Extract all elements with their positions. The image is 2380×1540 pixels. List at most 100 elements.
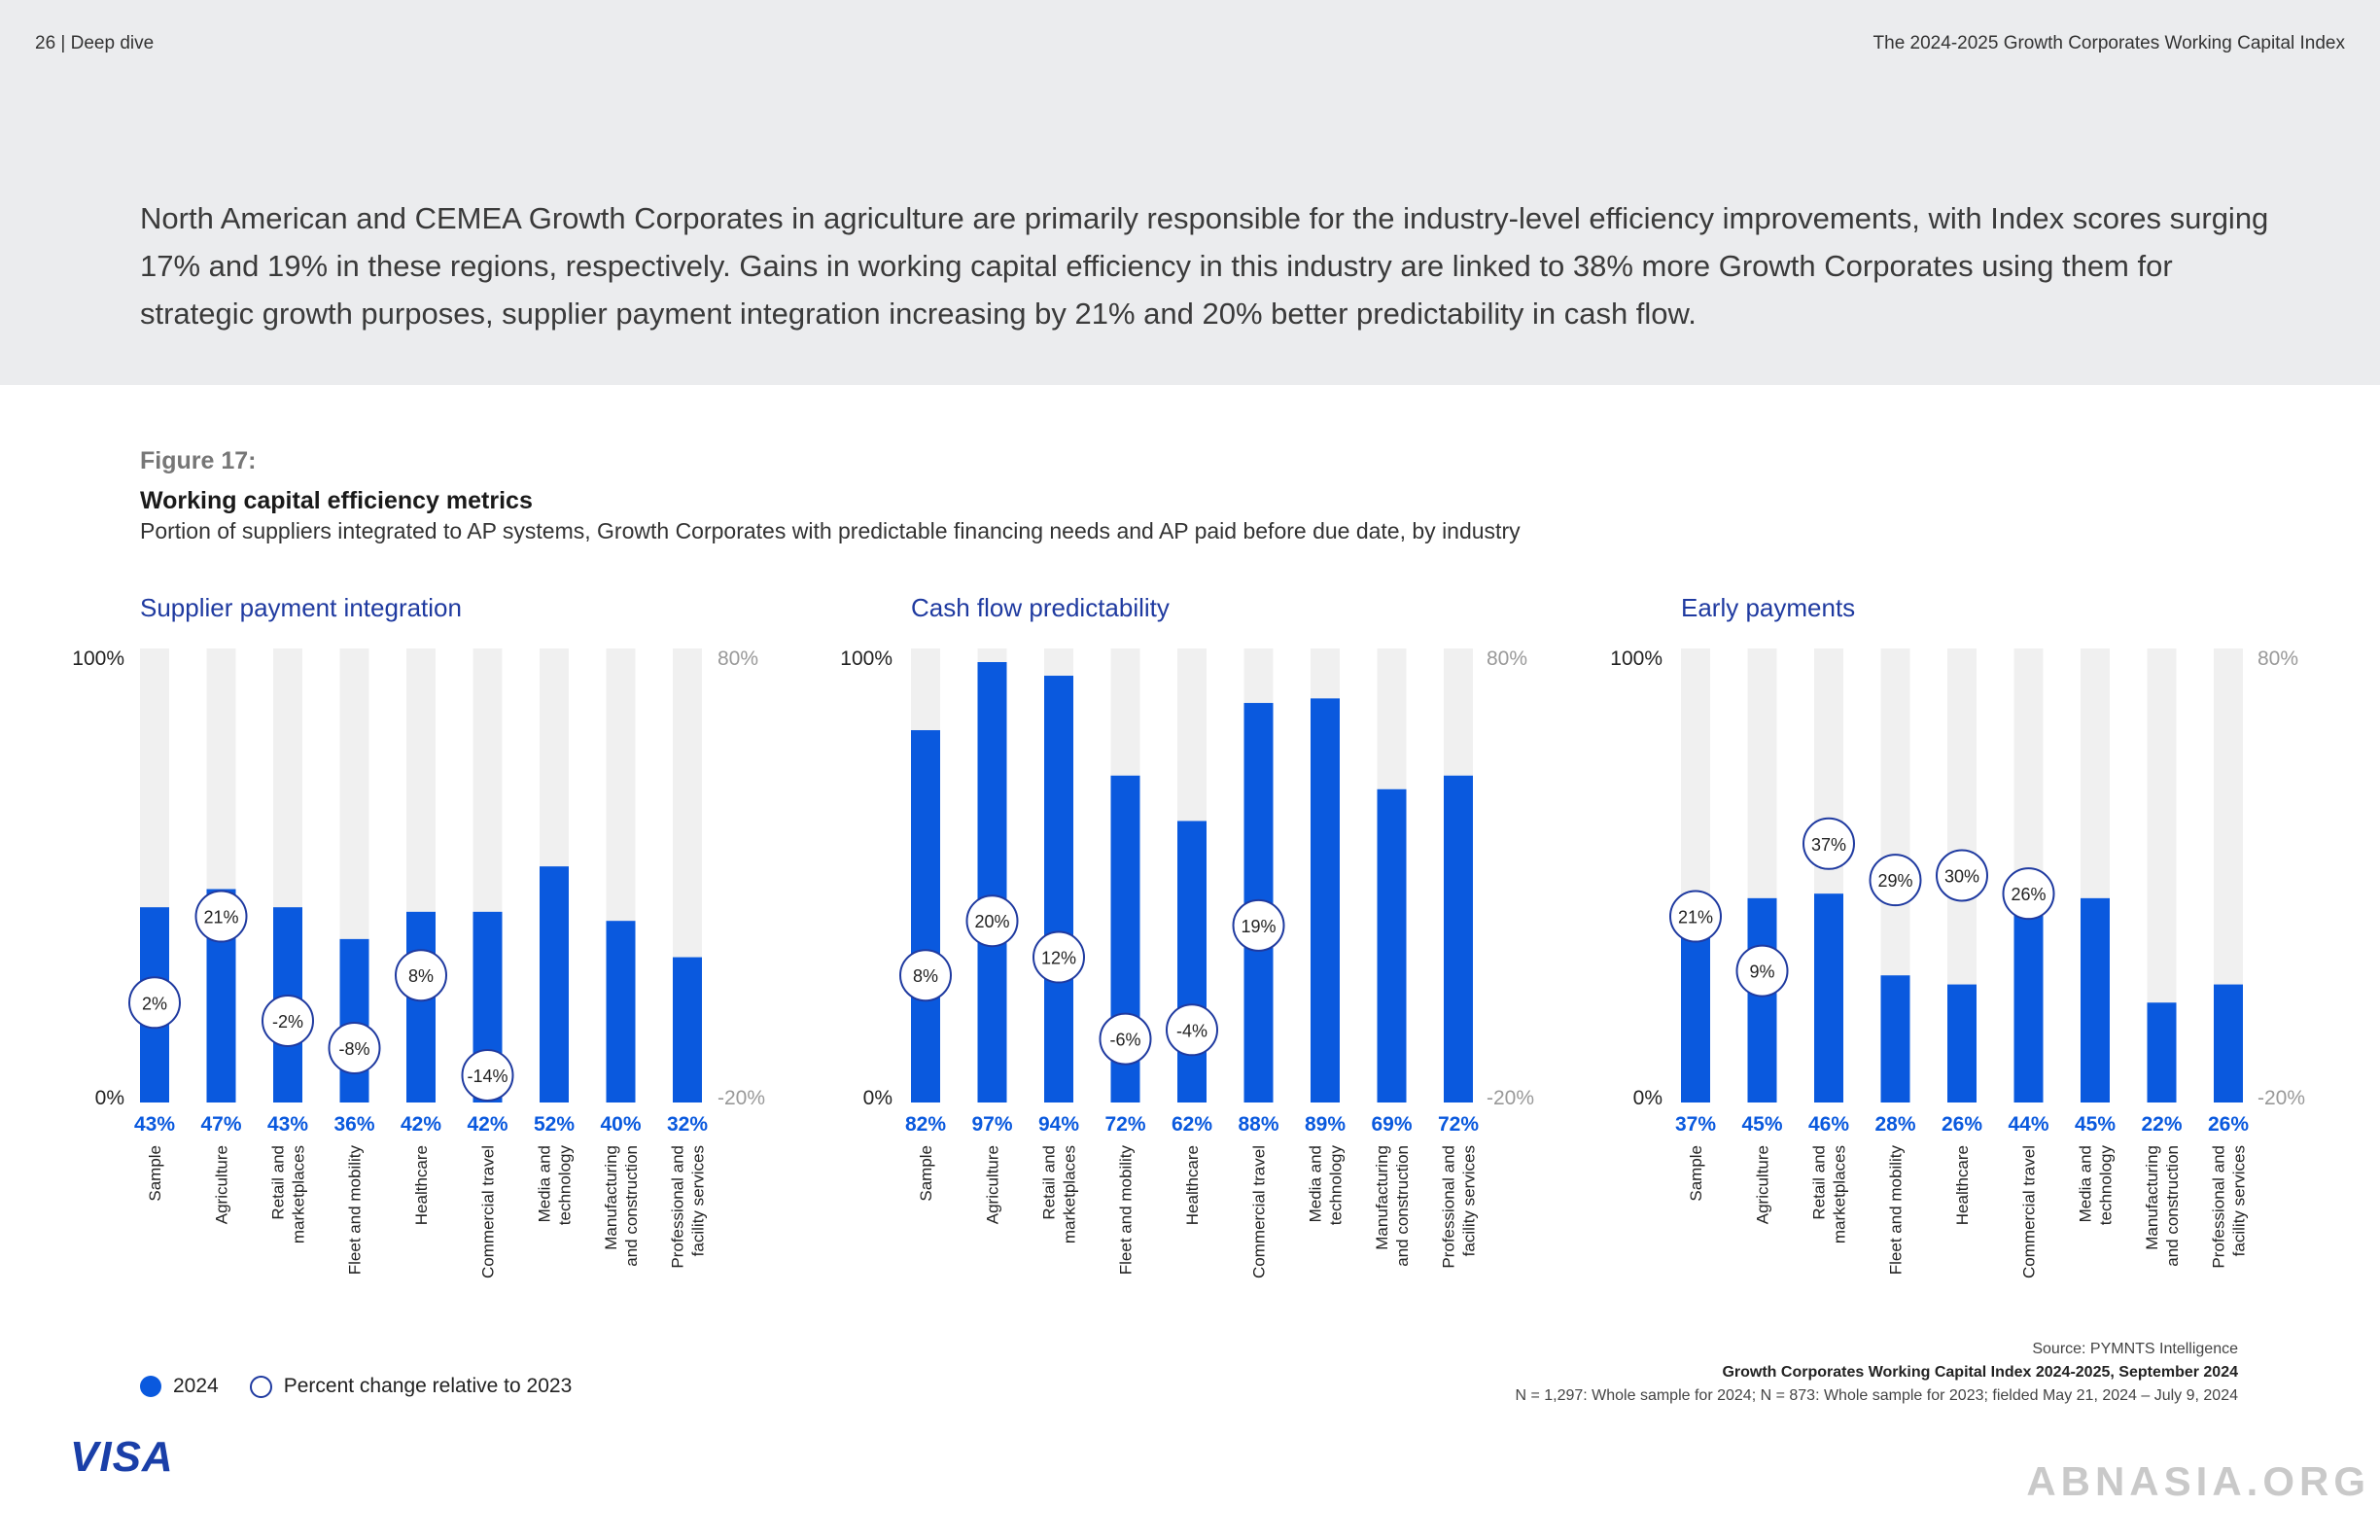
y-tick-top: 100% <box>72 648 124 670</box>
y2-tick-bottom: -20% <box>1487 1087 1534 1109</box>
category-label-line: and construction <box>2163 1145 2182 1267</box>
category-label: Manufacturing and construction <box>602 1145 641 1267</box>
change-bubble <box>1869 854 1922 907</box>
category-label-line: marketplaces <box>1831 1145 1849 1243</box>
change-label: -8% <box>338 1039 369 1059</box>
source-line-1: Source: PYMNTS Intelligence <box>2032 1341 2238 1357</box>
bar-value-label: 62% <box>1172 1113 1212 1136</box>
legend: 2024 Percent change relative to 2023 <box>140 1375 572 1398</box>
change-bubble <box>1232 898 1285 952</box>
legend-open-circle-icon <box>249 1375 272 1398</box>
chart-title: Supplier payment integration <box>140 593 462 622</box>
category-label-line: Healthcare <box>1183 1145 1202 1225</box>
change-label: -4% <box>1176 1021 1208 1040</box>
category-label: Fleet and mobility <box>1887 1145 1906 1276</box>
category-label: Professional and facility services <box>2210 1145 2249 1269</box>
change-label: 8% <box>408 966 434 986</box>
change-bubble <box>1735 944 1789 998</box>
bar <box>406 911 436 1102</box>
bar-value-label: 72% <box>1438 1113 1479 1136</box>
category-label: Manufacturing and construction <box>1373 1145 1412 1267</box>
chart-title: Cash flow predictability <box>911 593 1170 622</box>
category-label: Sample <box>146 1145 164 1202</box>
bar <box>339 938 369 1102</box>
bar-value-label: 22% <box>2141 1113 2182 1136</box>
category-label: Manufacturing and construction <box>2143 1145 2182 1267</box>
figure-title: Working capital efficiency metrics <box>140 487 533 514</box>
category-label-line: Professional and <box>669 1145 687 1269</box>
bar-value-label: 45% <box>1741 1113 1782 1136</box>
change-label: 29% <box>1877 871 1912 891</box>
category-label: Healthcare <box>1953 1145 1972 1225</box>
category-label: Media and technology <box>2077 1145 2116 1226</box>
change-label: 9% <box>1749 962 1774 982</box>
category-label-line: facility services <box>2230 1145 2249 1256</box>
visa-logo: VISA <box>70 1433 174 1481</box>
bar-value-label: 42% <box>401 1113 441 1136</box>
change-bubble <box>1936 849 1988 902</box>
change-bubble <box>194 890 248 943</box>
bar-value-label: 47% <box>200 1113 241 1136</box>
bar <box>977 662 1007 1102</box>
category-label-line: Agriculture <box>984 1145 1002 1224</box>
chart-title: Early payments <box>1681 593 1855 622</box>
bar <box>1311 698 1340 1102</box>
bar-value-label: 42% <box>467 1113 508 1136</box>
bar-value-label: 28% <box>1874 1113 1915 1136</box>
bar-value-label: 89% <box>1305 1113 1346 1136</box>
category-label-line: Agriculture <box>1754 1145 1772 1224</box>
category-label-line: Media and <box>2077 1145 2095 1222</box>
bar <box>1044 676 1073 1102</box>
change-label: 37% <box>1811 835 1846 855</box>
change-bubble <box>899 949 952 1002</box>
category-label-line: and construction <box>622 1145 641 1267</box>
bar-value-label: 32% <box>667 1113 708 1136</box>
category-label-line: facility services <box>689 1145 708 1256</box>
category-label: Professional and facility services <box>669 1145 708 1269</box>
bar <box>673 957 702 1102</box>
category-label: Agriculture <box>213 1145 231 1224</box>
y-tick-bottom: 0% <box>95 1087 124 1109</box>
category-label: Agriculture <box>984 1145 1002 1224</box>
bar-value-label: 97% <box>971 1113 1012 1136</box>
category-label-line: marketplaces <box>290 1145 308 1243</box>
category-label-line: facility services <box>1460 1145 1479 1256</box>
y-tick-bottom: 0% <box>863 1087 892 1109</box>
category-label-line: technology <box>1327 1145 1346 1226</box>
bar-value-label: 26% <box>1942 1113 1982 1136</box>
watermark: ABNASIA.ORG <box>2026 1458 2370 1504</box>
bar <box>2013 902 2044 1102</box>
category-label-line: Commercial travel <box>479 1145 498 1278</box>
change-label: 30% <box>1944 867 1979 887</box>
category-label: Retail and marketplaces <box>1810 1145 1849 1243</box>
category-label: Retail and marketplaces <box>1040 1145 1079 1243</box>
category-label-line: Fleet and mobility <box>346 1145 365 1276</box>
change-label: 26% <box>2011 885 2046 904</box>
category-label-line: Healthcare <box>412 1145 431 1225</box>
category-label: Sample <box>917 1145 935 1202</box>
category-label-line: Media and <box>1307 1145 1325 1222</box>
category-label-line: Fleet and mobility <box>1887 1145 1906 1276</box>
category-label-line: Healthcare <box>1953 1145 1972 1225</box>
bar-value-label: 82% <box>905 1113 946 1136</box>
y2-tick-top: 80% <box>2258 648 2298 670</box>
category-label-line: Commercial travel <box>1250 1145 1269 1278</box>
category-label: Healthcare <box>1183 1145 1202 1225</box>
category-label-line: Sample <box>917 1145 935 1202</box>
change-label: 8% <box>913 966 938 986</box>
y-tick-bottom: 0% <box>1633 1087 1662 1109</box>
category-label-line: Agriculture <box>213 1145 231 1224</box>
bar-value-label: 52% <box>534 1113 575 1136</box>
category-label: Commercial travel <box>1250 1145 1269 1278</box>
bar <box>2214 984 2243 1102</box>
change-bubble <box>461 1048 514 1102</box>
bar-value-label: 26% <box>2208 1113 2249 1136</box>
change-label: 21% <box>1678 908 1713 928</box>
bar-value-label: 69% <box>1371 1113 1412 1136</box>
bar <box>1444 775 1473 1102</box>
category-label-line: Professional and <box>1440 1145 1458 1269</box>
change-label: 12% <box>1041 949 1076 968</box>
bar <box>1177 821 1207 1102</box>
category-label: Professional and facility services <box>1440 1145 1479 1269</box>
source-line-3: N = 1,297: Whole sample for 2024; N = 87… <box>1515 1387 2238 1404</box>
